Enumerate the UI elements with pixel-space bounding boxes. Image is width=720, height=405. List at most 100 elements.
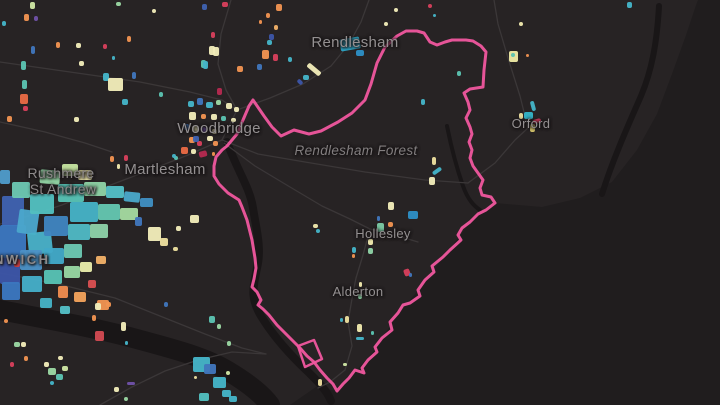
map-area-patch — [356, 337, 364, 340]
map-area-patch — [457, 71, 461, 76]
map-area-patch — [377, 216, 380, 221]
map-area-patch — [76, 43, 81, 48]
map-area-patch — [519, 22, 523, 26]
map-area-patch — [318, 379, 322, 386]
road-line — [467, 127, 529, 184]
map-area-patch — [4, 319, 8, 323]
map-area-patch — [192, 126, 198, 132]
map-area-patch — [124, 397, 128, 401]
map-area-patch — [356, 50, 364, 56]
map-area-patch — [14, 342, 20, 347]
map-area-patch — [303, 75, 309, 80]
map-area-patch — [189, 112, 196, 120]
map-area-patch — [0, 170, 10, 184]
map-area-patch — [358, 294, 362, 299]
map-area-patch — [7, 116, 12, 122]
road-line — [221, 109, 238, 141]
map-area-patch — [524, 112, 533, 119]
map-area-patch — [56, 42, 60, 48]
place-label-rushmere-line1: Rushmere — [27, 165, 95, 181]
map-area-patch — [202, 127, 206, 132]
map-area-patch — [103, 73, 109, 81]
map-area-patch — [202, 4, 207, 10]
map-area-patch — [80, 262, 92, 272]
place-label-ipswich-partial: NWICH — [0, 252, 51, 267]
map-area-patch — [103, 44, 107, 49]
map-area-patch — [259, 20, 262, 24]
map-area-patch — [122, 99, 128, 105]
map-area-patch — [206, 102, 213, 108]
map-area-patch — [30, 2, 35, 9]
map-area-patch — [127, 36, 131, 42]
map-area-patch — [371, 331, 374, 335]
map-area-patch — [217, 324, 221, 329]
map-area-patch — [431, 166, 443, 176]
map-area-patch — [135, 217, 142, 226]
place-label-woodbridge: Woodbridge — [177, 120, 261, 137]
map-area-patch — [429, 177, 435, 185]
map-area-patch — [114, 387, 119, 392]
map-area-patch — [90, 224, 108, 238]
road-line — [99, 351, 267, 405]
map-area-patch — [199, 393, 209, 401]
map-area-patch — [70, 202, 98, 222]
map-area-patch — [343, 363, 347, 366]
map-area-patch — [226, 371, 230, 375]
map-area-patch — [216, 100, 221, 105]
map-area-patch — [212, 152, 215, 156]
map-area-patch — [368, 248, 373, 254]
map-area-patch — [62, 366, 68, 371]
place-label-hollesley: Hollesley — [355, 226, 411, 241]
map-area-patch — [123, 191, 141, 203]
map-area-patch — [117, 164, 120, 169]
place-label-rendlesham-forest: Rendlesham Forest — [294, 143, 418, 158]
road-line — [0, 61, 238, 111]
map-area-patch — [222, 390, 231, 397]
map-area-patch — [408, 211, 418, 219]
map-area-patch — [529, 100, 537, 112]
map-area-patch — [530, 124, 535, 132]
place-label-alderton: Alderton — [332, 284, 384, 299]
map-area-patch — [409, 273, 412, 277]
map-area-patch — [211, 32, 215, 38]
map-area-patch — [352, 254, 355, 258]
map-area-patch — [269, 34, 274, 40]
place-label-rendlesham: Rendlesham — [311, 34, 399, 51]
map-area-patch — [234, 107, 239, 112]
map-area-patch — [213, 377, 226, 388]
map-area-patch — [276, 4, 282, 11]
sea-area — [290, 0, 720, 405]
river — [445, 124, 482, 212]
map-area-patch — [197, 98, 203, 105]
map-area-patch — [384, 22, 388, 26]
map-area-patch — [10, 362, 14, 367]
boundary-layer — [212, 29, 497, 393]
map-area-patch — [30, 194, 54, 214]
map-area-patch — [62, 164, 78, 176]
map-area-patch — [20, 250, 42, 270]
map-area-patch — [112, 56, 115, 60]
map-area-patch — [262, 50, 269, 59]
map-area-patch — [221, 116, 226, 121]
map-area-patch — [189, 137, 195, 143]
map-area-patch — [313, 224, 318, 228]
map-area-patch — [160, 238, 168, 246]
map-area-patch — [172, 154, 176, 158]
map-area-patch — [222, 2, 228, 7]
map-area-patch — [31, 46, 35, 54]
map-area-patch — [84, 182, 106, 196]
map-area-patch — [58, 286, 68, 298]
map-area-patch — [48, 368, 56, 375]
road-line — [493, 0, 529, 129]
map-area-patch — [191, 149, 196, 154]
map-area-patch — [95, 303, 101, 310]
map-area-patch — [20, 94, 28, 104]
map-area-patch — [78, 170, 92, 180]
map-area-patch — [22, 276, 42, 292]
map-area-patch — [316, 229, 320, 233]
map-area-patch — [388, 222, 393, 227]
map-area-patch — [23, 106, 28, 111]
